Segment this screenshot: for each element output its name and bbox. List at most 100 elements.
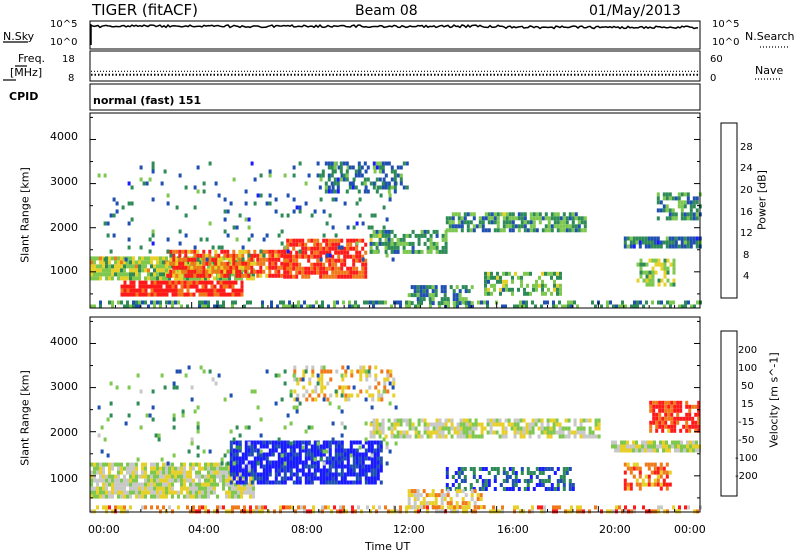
velocity-cell [489,418,493,423]
velocity-cell [431,501,435,506]
velocity-cell [100,449,104,454]
power-cell [470,285,474,290]
velocity-cell [422,505,426,510]
beam-title: Beam 08 [355,3,418,19]
velocity-cell [546,426,550,431]
power-cell [159,256,162,261]
power-cell [150,280,154,285]
velocity-cell [322,476,326,481]
power-cell [328,242,332,247]
power-cell [547,271,550,276]
power-cell [286,213,290,218]
velocity-cell [511,471,515,475]
velocity-cell [658,412,662,417]
power-cell [195,288,199,293]
velocity-cell [676,408,680,413]
velocity-cell [289,444,293,449]
power-cell [330,165,334,170]
velocity-cell [90,462,93,467]
velocity-cell [431,489,435,494]
velocity-cell [343,456,347,461]
power-cell [517,228,521,233]
power-cell [187,249,191,254]
power-cell [354,304,357,309]
power-cell [559,287,562,292]
velocity-cell [649,428,653,433]
velocity-cell [99,474,102,479]
power-cell [396,249,400,254]
power-cell [108,272,111,277]
power-cell [138,304,141,309]
power-cell [219,264,222,269]
power-cell [165,276,168,281]
velocity-cbar-label: Velocity [m s^-1] [767,352,781,448]
power-cell [668,196,672,201]
power-cell [369,233,373,238]
power-cell [464,285,468,290]
power-cell [334,258,338,263]
velocity-cell [264,505,267,510]
velocity-cell [373,464,377,469]
velocity-cell [370,448,374,453]
velocity-cell [331,464,335,469]
power-cell [298,249,302,254]
velocity-cell [588,434,592,439]
velocity-cell [496,471,500,475]
velocity-cell [262,444,266,449]
power-cell [408,304,411,309]
velocity-cell [280,448,284,453]
velocity-cell [685,428,689,433]
power-cell [556,212,560,217]
velocity-cell [111,486,114,491]
velocity-cell [235,464,239,469]
power-cell [159,260,162,265]
power-cell [435,249,439,254]
velocity-cell [632,462,636,467]
power-cell [274,261,278,266]
velocity-cell [483,426,487,431]
power-cell [357,189,361,194]
velocity-cell [117,486,120,491]
velocity-cell [141,494,144,499]
velocity-cell [283,381,287,386]
velocity-cell [265,464,269,469]
power-cell [357,169,361,174]
power-cell [519,300,522,305]
power-cell [93,256,96,261]
power-cell [159,300,162,305]
power-cell [654,262,658,267]
power-cell [580,216,584,221]
velocity-cell [504,434,508,439]
velocity-cell [438,430,442,435]
power-cell [331,254,335,259]
power-cell [226,249,230,254]
velocity-cell [129,490,132,495]
velocity-cell [259,444,263,449]
power-cell [541,283,544,288]
velocity-cell [653,470,657,475]
velocity-cell [147,474,150,479]
power-cell [295,262,299,267]
velocity-cell [692,440,695,445]
velocity-cell [126,478,129,483]
velocity-cell [659,470,663,475]
power-cell [316,254,320,259]
power-cell [117,256,120,261]
velocity-cell [93,486,96,491]
power-cell [183,276,186,281]
velocity-cell [274,448,278,453]
power-cell [280,265,284,270]
power-cell [310,254,314,259]
velocity-cell [614,444,617,449]
power-cbar-tick-12: 12 [740,228,753,239]
power-cell [348,181,352,186]
velocity-cell [464,493,468,498]
power-cell [689,240,693,245]
velocity-cell [162,470,165,475]
power-cell [402,249,406,254]
power-cell [129,272,132,277]
velocity-cell [461,501,465,506]
power-cell [402,245,406,250]
power-cell [171,304,174,309]
cpid-label: CPID [9,90,39,103]
